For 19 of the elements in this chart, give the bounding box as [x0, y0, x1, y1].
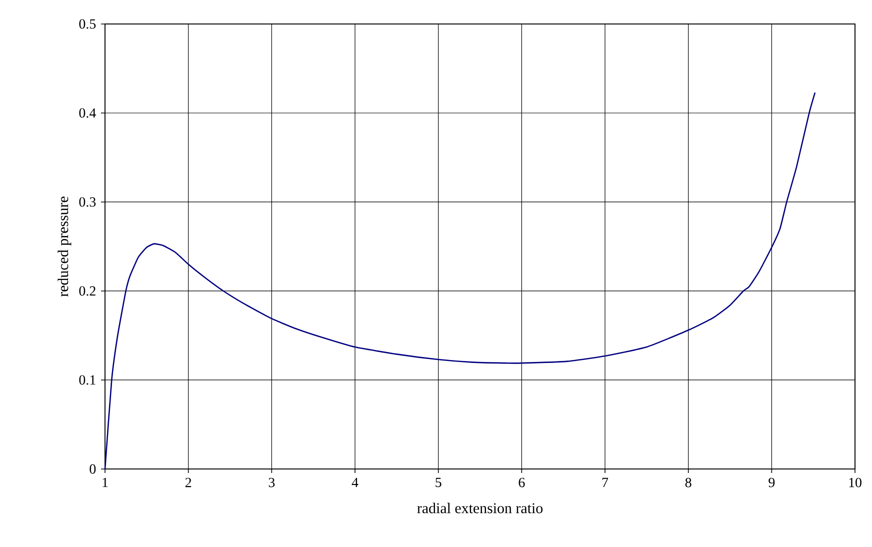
y-tick-label: 0 — [90, 464, 96, 474]
x-tick-label: 2 — [185, 478, 192, 488]
x-tick-label: 7 — [602, 478, 608, 487]
x-axis-title: radial extension ratio — [417, 502, 543, 514]
y-axis-title: reduced pressure — [58, 196, 72, 297]
x-tick-label: 5 — [436, 478, 442, 488]
line-series — [104, 92, 816, 470]
x-tick-label: 4 — [352, 478, 358, 488]
y-tick-label: 0.2 — [79, 286, 96, 296]
x-tick-label: 1 — [102, 478, 108, 488]
x-tick-label: 10 — [849, 478, 862, 488]
x-tick-label: 3 — [268, 478, 275, 488]
x-tick-label: 6 — [518, 478, 525, 488]
y-tick-label: 0.4 — [79, 108, 96, 118]
y-tick-label: 0.5 — [79, 19, 96, 29]
y-tick-label: 0.3 — [79, 197, 96, 207]
x-tick-label: 8 — [685, 478, 692, 488]
y-tick-label: 0.1 — [79, 375, 96, 385]
x-tick-label: 9 — [768, 478, 775, 488]
